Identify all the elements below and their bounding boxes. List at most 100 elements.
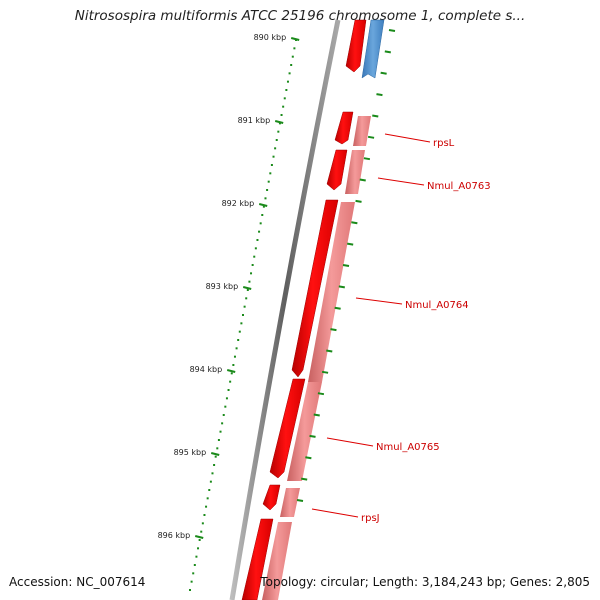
- outer-tick: [367, 135, 375, 139]
- ruler-dot: [242, 314, 244, 316]
- major-tick: [242, 286, 252, 290]
- ruler-dot: [293, 47, 296, 50]
- ruler-dot: [232, 364, 235, 366]
- cds-arrow-partial-top[interactable]: [345, 19, 367, 73]
- leader-line-nmul-a0765: [326, 437, 374, 447]
- outer-tick: [301, 477, 308, 481]
- gene-nmul-a0764[interactable]: [291, 199, 355, 382]
- outer-tick: [305, 456, 312, 460]
- ruler-dot: [216, 447, 219, 450]
- outer-tick: [338, 285, 345, 289]
- genome-summary: Topology: circular; Length: 3,184,243 bp…: [260, 575, 590, 589]
- ruler-dot: [259, 222, 262, 225]
- gene-nmul-a0763[interactable]: [326, 149, 365, 194]
- ruler-dot: [225, 397, 228, 400]
- gene-rpsl[interactable]: [334, 111, 371, 146]
- gene-label-rpsl[interactable]: rpsL: [433, 138, 455, 149]
- ruler-dot: [227, 389, 230, 391]
- ruler-dot: [201, 522, 204, 525]
- ruler-dot: [288, 72, 291, 75]
- major-tick: [210, 452, 220, 456]
- gene-label-rpsj[interactable]: rpsJ: [361, 513, 380, 524]
- gene-label-nmul-a0765[interactable]: Nmul_A0765: [376, 442, 440, 453]
- ruler-dot: [250, 272, 253, 275]
- outer-tick: [330, 328, 337, 332]
- ruler-dot: [206, 497, 209, 500]
- ruler-dot: [193, 564, 196, 566]
- ruler-dot: [278, 122, 281, 125]
- cds-arrow-partial-bottom[interactable]: [241, 518, 292, 600]
- ruler-dot: [251, 264, 254, 266]
- ruler-dot: [238, 330, 241, 333]
- ruler-dot: [190, 580, 193, 583]
- ruler-dot: [248, 280, 251, 283]
- ruler-dot: [237, 339, 240, 341]
- major-tick: [274, 120, 284, 124]
- outer-tick: [334, 306, 341, 310]
- ruler-dot: [224, 405, 227, 408]
- ruler-dot: [283, 97, 286, 100]
- leader-line-nmul-a0764: [355, 297, 403, 305]
- ruler-dot: [240, 322, 243, 325]
- ruler-dot: [189, 589, 191, 591]
- outer-tick: [376, 93, 383, 97]
- ruler-dot: [272, 155, 275, 158]
- ruler-dot: [192, 572, 195, 575]
- ruler-dot: [254, 247, 257, 250]
- ruler-dot: [275, 139, 278, 141]
- ruler-dot: [285, 89, 288, 91]
- tick-label: 893 kbp: [206, 282, 239, 291]
- ruler-dot: [229, 380, 232, 383]
- ruler-dot: [290, 64, 293, 66]
- ruler-dot: [209, 480, 212, 483]
- ruler-dot: [277, 130, 280, 133]
- ruler-dot: [219, 430, 222, 433]
- ruler-dot: [261, 214, 264, 216]
- gene-labels: rpsL Nmul_A0763 Nmul_A0764 Nmul_A0765 rp…: [311, 133, 491, 524]
- ruler-dot: [264, 197, 267, 200]
- ruler-dot: [274, 147, 277, 150]
- ruler-dot: [208, 489, 211, 491]
- outer-tick: [388, 29, 396, 32]
- gene-nmul-a0765[interactable]: [269, 378, 322, 481]
- gene-label-nmul-a0764[interactable]: Nmul_A0764: [405, 300, 469, 311]
- ruler-dot: [217, 439, 220, 441]
- chromosome-backbone: [229, 19, 341, 600]
- ruler-dot: [243, 305, 246, 308]
- tick-label: 894 kbp: [190, 365, 223, 374]
- leader-line-nmul-a0763: [377, 177, 425, 186]
- ruler-dot: [256, 239, 259, 241]
- outer-tick: [351, 221, 358, 225]
- ruler-dot: [233, 355, 236, 358]
- ruler-dot: [205, 505, 208, 508]
- tick-label: 896 kbp: [158, 531, 191, 540]
- outer-tick: [326, 349, 333, 353]
- outer-tick: [363, 157, 371, 161]
- ruler-dot: [282, 105, 285, 108]
- ruler-dot: [246, 289, 249, 291]
- ruler-dot: [269, 172, 272, 175]
- outer-tick: [380, 71, 387, 75]
- major-tick: [226, 369, 236, 373]
- ruler-dot: [197, 547, 200, 550]
- outer-tick: [359, 178, 366, 182]
- ruler-dot: [235, 347, 238, 350]
- tick-label: 890 kbp: [254, 33, 287, 42]
- gene-label-nmul-a0763[interactable]: Nmul_A0763: [427, 181, 491, 192]
- gene-rpsj[interactable]: [262, 484, 300, 517]
- ruler-dot: [200, 530, 203, 533]
- ruler-dot: [291, 55, 294, 58]
- outer-tick: [372, 114, 379, 118]
- outer-tick: [309, 434, 316, 438]
- accession-label: Accession: NC_007614: [9, 575, 146, 589]
- feature-other-strand[interactable]: [361, 19, 385, 79]
- tick-label: 891 kbp: [238, 116, 271, 125]
- outer-tick: [384, 50, 391, 54]
- outer-tick: [355, 199, 362, 203]
- ruler-dot: [253, 255, 256, 258]
- outer-tick: [321, 370, 329, 374]
- outer-tick: [317, 392, 325, 396]
- ruler-dot: [270, 164, 273, 166]
